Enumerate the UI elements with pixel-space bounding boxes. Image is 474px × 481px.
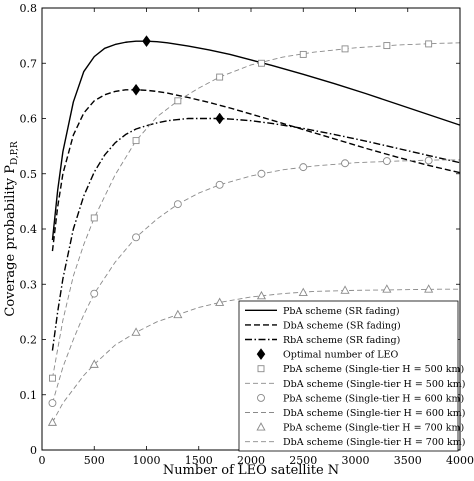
legend-entry-5: PbA scheme (Single-tier H = 500 km) [283, 364, 464, 375]
series-line-1 [51, 40, 461, 241]
series-9-marker-4 [173, 309, 183, 319]
series-9-marker-6 [256, 290, 267, 300]
series-5-marker-4 [174, 97, 182, 105]
series-7-marker-7 [299, 163, 308, 172]
y-axis-label: Coverage probability PD,P,R [3, 141, 20, 316]
legend: PbA scheme (SR fading) DbA scheme (SR fad… [238, 300, 465, 452]
series-9-marker-1 [47, 417, 58, 426]
series-4-marker-2 [131, 83, 141, 96]
series-7-marker-5 [215, 180, 224, 189]
series-line-2 [51, 89, 461, 252]
series-7-marker-8 [341, 159, 349, 168]
legend-marker-9 [256, 422, 266, 431]
series-4-marker-1 [142, 35, 151, 48]
y-tick-label: 0.8 [20, 2, 38, 15]
series-5-marker-10 [425, 40, 433, 48]
y-axis-label-main: Coverage probability P [3, 165, 18, 317]
series-5-marker-8 [341, 45, 349, 53]
series-9-marker-8 [340, 285, 350, 294]
x-tick-label: 2500 [289, 454, 317, 467]
series-line-8 [52, 159, 460, 404]
series-7-marker-9 [382, 157, 391, 165]
x-axis-label: Number of LEO satellite N [163, 463, 339, 478]
series-9-marker-2 [89, 359, 99, 368]
legend-entry-6: DbA scheme (Single-tier H = 500 km) [283, 379, 465, 390]
y-axis-label-subscript: D,P,R [10, 141, 20, 165]
series-line-6 [52, 42, 461, 379]
legend-entry-2: DbA scheme (SR fading) [283, 320, 401, 331]
y-tick-label: 0.6 [20, 113, 38, 126]
legend-marker-5 [257, 365, 265, 373]
legend-marker-7 [257, 393, 265, 402]
series-7-marker-6 [257, 169, 266, 178]
series-9-marker-7 [298, 287, 308, 296]
tick-layer: 0 500 1000 1500 2000 2500 3000 3500 4000 0 0.1 0.2 0… [20, 2, 474, 467]
series-9-marker-3 [131, 327, 141, 336]
series-4-marker-3 [215, 112, 224, 125]
series-5-marker-9 [383, 42, 391, 50]
legend-entry-3: RbA scheme (SR fading) [283, 335, 400, 346]
series-5-marker-5 [216, 73, 224, 81]
legend-entry-8: DbA scheme (Single-tier H = 600 km) [283, 408, 465, 419]
series-5-marker-2 [90, 214, 98, 222]
series-9-marker-9 [382, 284, 392, 293]
series-5-marker-7 [299, 50, 307, 58]
series-7-marker-10 [424, 156, 433, 165]
legend-entry-7: PbA scheme (Single-tier H = 600 km) [283, 393, 464, 404]
y-tick-label: 0.5 [20, 168, 38, 181]
legend-entry-9: PbA scheme (Single-tier H = 700 km) [283, 423, 464, 434]
series-5-marker-1 [49, 374, 56, 382]
y-tick-label: 0.2 [20, 334, 38, 347]
series-layer [47, 35, 461, 426]
series-7-marker-1 [48, 399, 57, 407]
series-9-marker-5 [215, 297, 225, 306]
legend-marker-4 [256, 348, 266, 361]
y-tick-label: 0.7 [20, 57, 38, 70]
series-9-marker-10 [424, 284, 434, 293]
x-tick-label: 0 [39, 454, 46, 467]
y-tick-label: 0.1 [20, 389, 38, 402]
y-tick-label: 0.4 [20, 223, 38, 236]
x-tick-label: 3500 [394, 454, 422, 467]
y-tick-label: 0.3 [20, 278, 38, 291]
x-tick-label: 1500 [185, 454, 213, 467]
series-line-3 [51, 117, 461, 351]
x-tick-label: 500 [84, 454, 105, 467]
x-tick-label: 4000 [446, 454, 474, 467]
x-tick-label: 1000 [133, 454, 161, 467]
series-5-marker-3 [132, 137, 140, 145]
x-tick-label: 2000 [237, 454, 265, 467]
legend-box [238, 300, 459, 452]
series-5-marker-6 [258, 59, 265, 67]
legend-entry-10: DbA scheme (Single-tier H = 700 km) [283, 437, 465, 448]
x-tick-label: 3000 [342, 454, 370, 467]
series-7-marker-3 [132, 233, 141, 242]
legend-entry-1: PbA scheme (SR fading) [283, 306, 400, 317]
y-tick-label: 0 [30, 444, 37, 457]
legend-entry-4: Optimal number of LEO [283, 350, 398, 361]
series-7-marker-4 [173, 200, 182, 209]
series-7-marker-2 [90, 289, 99, 298]
